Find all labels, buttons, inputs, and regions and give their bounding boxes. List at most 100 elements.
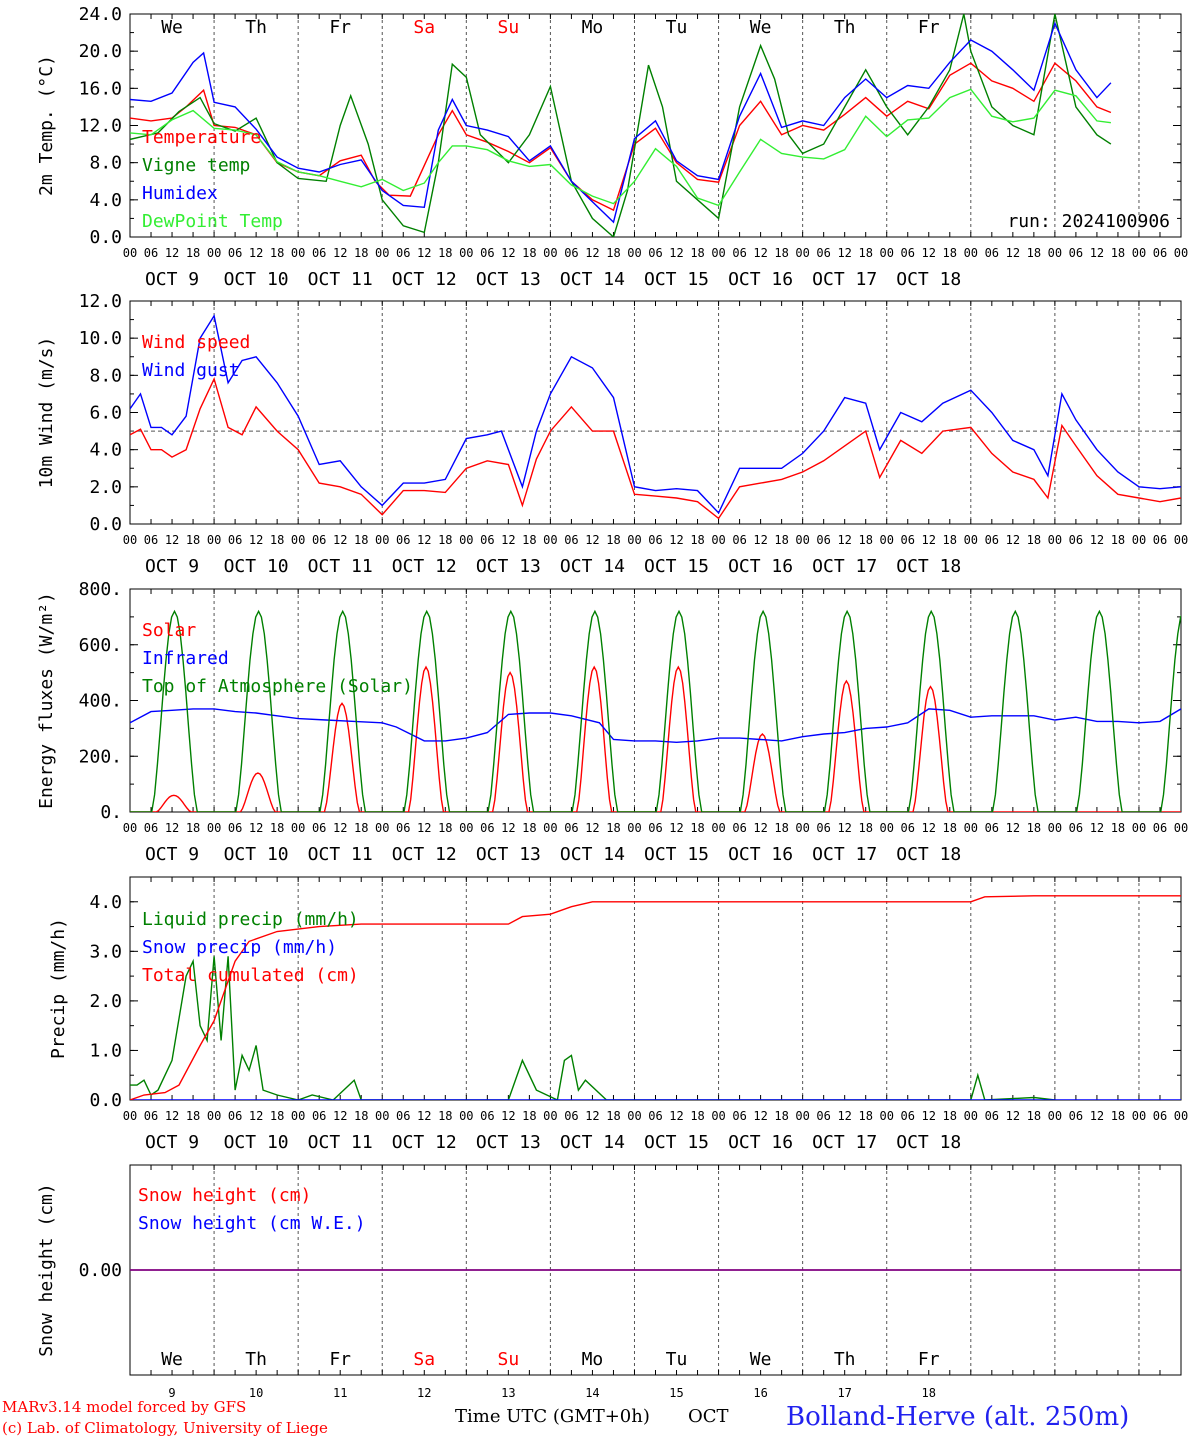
hour-tick-label: 12 [165,533,179,547]
hour-tick-label: 06 [312,821,326,835]
hour-tick-label: 06 [732,821,746,835]
date-label: OCT 11 [308,844,373,865]
y-tick-label: 4.0 [89,892,122,913]
hour-tick-label: 18 [858,533,872,547]
day-number-label: 17 [837,1386,851,1400]
hour-tick-label: 12 [1090,821,1104,835]
y-tick-label: 4.0 [89,190,122,211]
hour-tick-label: 06 [396,1109,410,1123]
hour-tick-label: 00 [1048,1109,1062,1123]
station-title: Bolland-Herve (alt. 250m) [786,1402,1130,1432]
hour-tick-label: 00 [627,246,641,260]
hour-tick-label: 12 [922,246,936,260]
hour-tick-label: 00 [1132,821,1146,835]
date-label: OCT 11 [308,1132,373,1153]
hour-tick-label: 06 [901,533,915,547]
hour-tick-label: 06 [816,533,830,547]
date-label: OCT 18 [896,269,961,290]
hour-tick-label: 12 [333,821,347,835]
hour-tick-label: 06 [1153,1109,1167,1123]
date-label: OCT 10 [224,844,289,865]
hour-tick-label: 12 [753,246,767,260]
hour-tick-label: 12 [837,821,851,835]
date-label: OCT 17 [812,1132,877,1153]
day-number-label: 18 [922,1386,936,1400]
hour-tick-label: 06 [564,246,578,260]
hour-tick-label: 18 [606,821,620,835]
hour-tick-label: 12 [249,821,263,835]
hour-tick-label: 00 [879,1109,893,1123]
legend-entry: Vigne temp [142,155,250,176]
hour-tick-label: 18 [438,821,452,835]
hour-tick-label: 12 [165,821,179,835]
hour-tick-label: 06 [480,821,494,835]
hour-tick-label: 06 [985,1109,999,1123]
hour-tick-label: 12 [417,246,431,260]
hour-tick-label: 06 [732,533,746,547]
hour-tick-label: 00 [291,1109,305,1123]
hour-tick-label: 00 [207,821,221,835]
date-label: OCT 10 [224,269,289,290]
date-label: OCT 9 [145,1132,199,1153]
hour-tick-label: 06 [564,821,578,835]
weekday-label: We [750,1349,772,1370]
series-line-wind-speed [130,377,1181,520]
y-tick-label: 8.0 [89,153,122,174]
date-label: OCT 15 [644,1132,709,1153]
date-label: OCT 13 [476,844,541,865]
hour-tick-label: 00 [1174,246,1188,260]
hour-tick-label: 12 [165,1109,179,1123]
hour-tick-label: 00 [459,1109,473,1123]
hour-tick-label: 18 [186,821,200,835]
y-axis-title: 10m Wind (m/s) [36,337,57,489]
hour-tick-label: 18 [606,1109,620,1123]
date-label: OCT 10 [224,556,289,577]
date-label: OCT 18 [896,556,961,577]
hour-tick-label: 06 [816,821,830,835]
weekday-label: Tu [666,1349,688,1370]
hour-tick-label: 18 [186,246,200,260]
legend-entry: Top of Atmosphere (Solar) [142,676,413,697]
series-group [130,609,1181,812]
hour-tick-label: 12 [922,821,936,835]
hour-tick-label: 12 [1006,246,1020,260]
series-line-infrared [130,708,1181,744]
hour-tick-label: 00 [711,533,725,547]
hour-tick-label: 06 [480,246,494,260]
hour-tick-label: 06 [1153,533,1167,547]
hour-tick-label: 12 [585,1109,599,1123]
hour-tick-label: 00 [1174,821,1188,835]
hour-tick-label: 12 [922,1109,936,1123]
hour-tick-label: 12 [837,1109,851,1123]
series-line-humidex [130,21,1112,224]
hour-tick-label: 00 [711,1109,725,1123]
hour-tick-label: 00 [543,246,557,260]
hour-tick-label: 00 [964,533,978,547]
hour-tick-label: 06 [144,533,158,547]
hour-tick-label: 06 [816,1109,830,1123]
series-line-vigne-temp [130,14,1112,237]
hour-tick-label: 06 [396,246,410,260]
hour-tick-label: 00 [1174,533,1188,547]
hour-tick-label: 00 [711,821,725,835]
hour-tick-label: 18 [1111,246,1125,260]
legend-entry: DewPoint Temp [142,211,283,232]
hour-tick-label: 18 [858,1109,872,1123]
weekday-label: Mo [582,17,604,38]
weekday-labels: We We 9 Th Th 10 Fr Fr 11 Sa Sa 12 Su Su 13 Mo Mo 14 Tu Tu 1… [161,17,940,1400]
hour-tick-label: 12 [753,533,767,547]
hour-tick-label: 12 [669,246,683,260]
hour-tick-label: 06 [228,1109,242,1123]
hour-tick-label: 18 [606,533,620,547]
hour-tick-label: 00 [795,821,809,835]
y-tick-label: 0. [100,802,122,823]
weekday-label: Sa [413,17,435,38]
date-label: OCT 12 [392,1132,457,1153]
hour-tick-label: 00 [1174,1109,1188,1123]
weekday-label: Th [834,1349,856,1370]
day-number-label: 9 [168,1386,175,1400]
date-label: OCT 12 [392,556,457,577]
date-label: OCT 18 [896,1132,961,1153]
hour-tick-label: 18 [270,533,284,547]
